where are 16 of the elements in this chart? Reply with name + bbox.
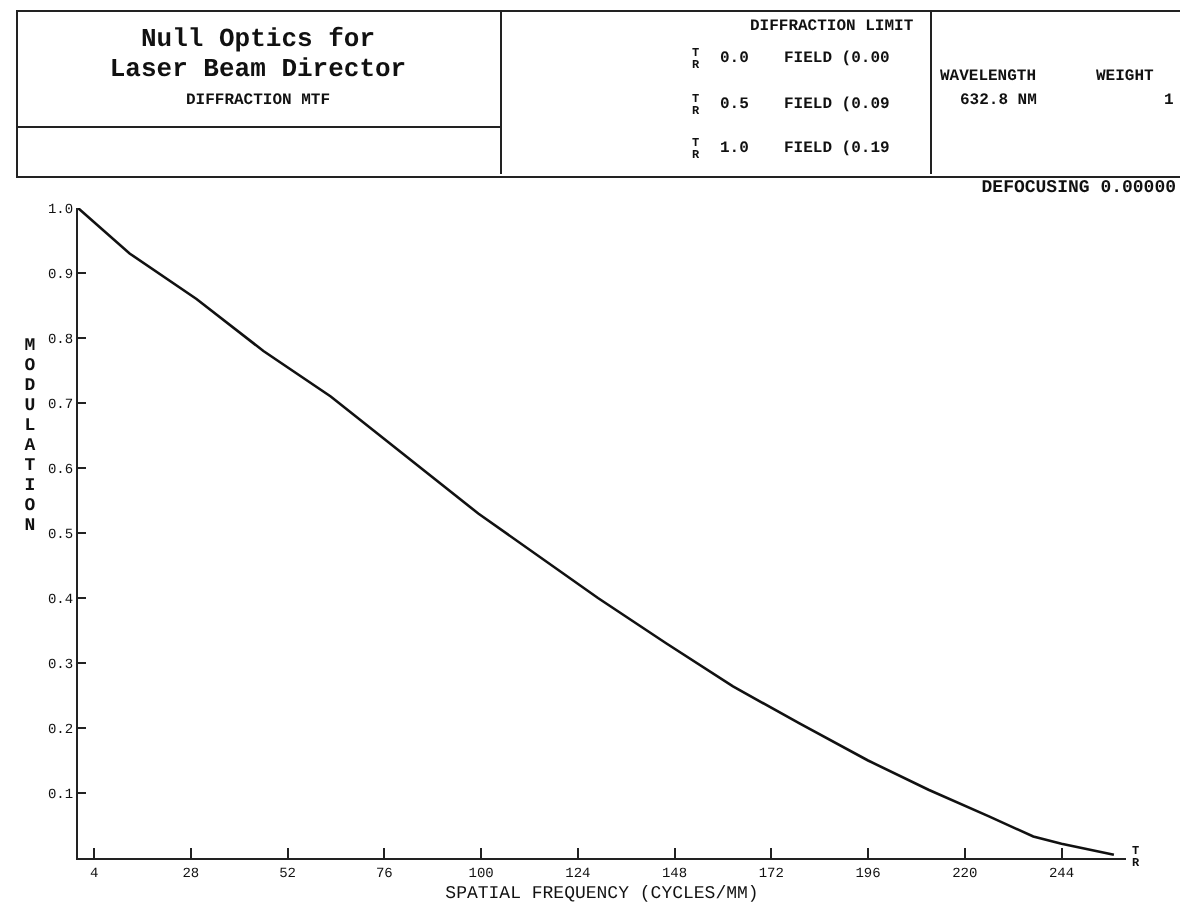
text: DEFOCUSING 0.00000 (981, 178, 1176, 198)
text: FIELD (0.09 (784, 96, 890, 114)
chart-title: Null Optics for Laser Beam Director (107, 24, 409, 84)
text: FIELD (0.00 (784, 50, 890, 68)
text: 1 (1164, 92, 1174, 110)
text: WAVELENGTH (940, 68, 1037, 86)
text: 0.5 (720, 96, 749, 114)
text: FIELD (0.19 (784, 140, 890, 158)
text: 0.0 (720, 50, 749, 68)
text: 632.8 NM (960, 92, 1037, 110)
chart-subtitle: DIFFRACTION MTF (183, 92, 332, 110)
text: DIFFRACTION LIMIT (750, 18, 914, 36)
text: 1.0 (720, 140, 749, 158)
text: WEIGHT (1096, 68, 1154, 86)
x-axis-title: SPATIAL FREQUENCY (CYCLES/MM) (445, 884, 759, 905)
text: MODULATION (24, 336, 36, 536)
